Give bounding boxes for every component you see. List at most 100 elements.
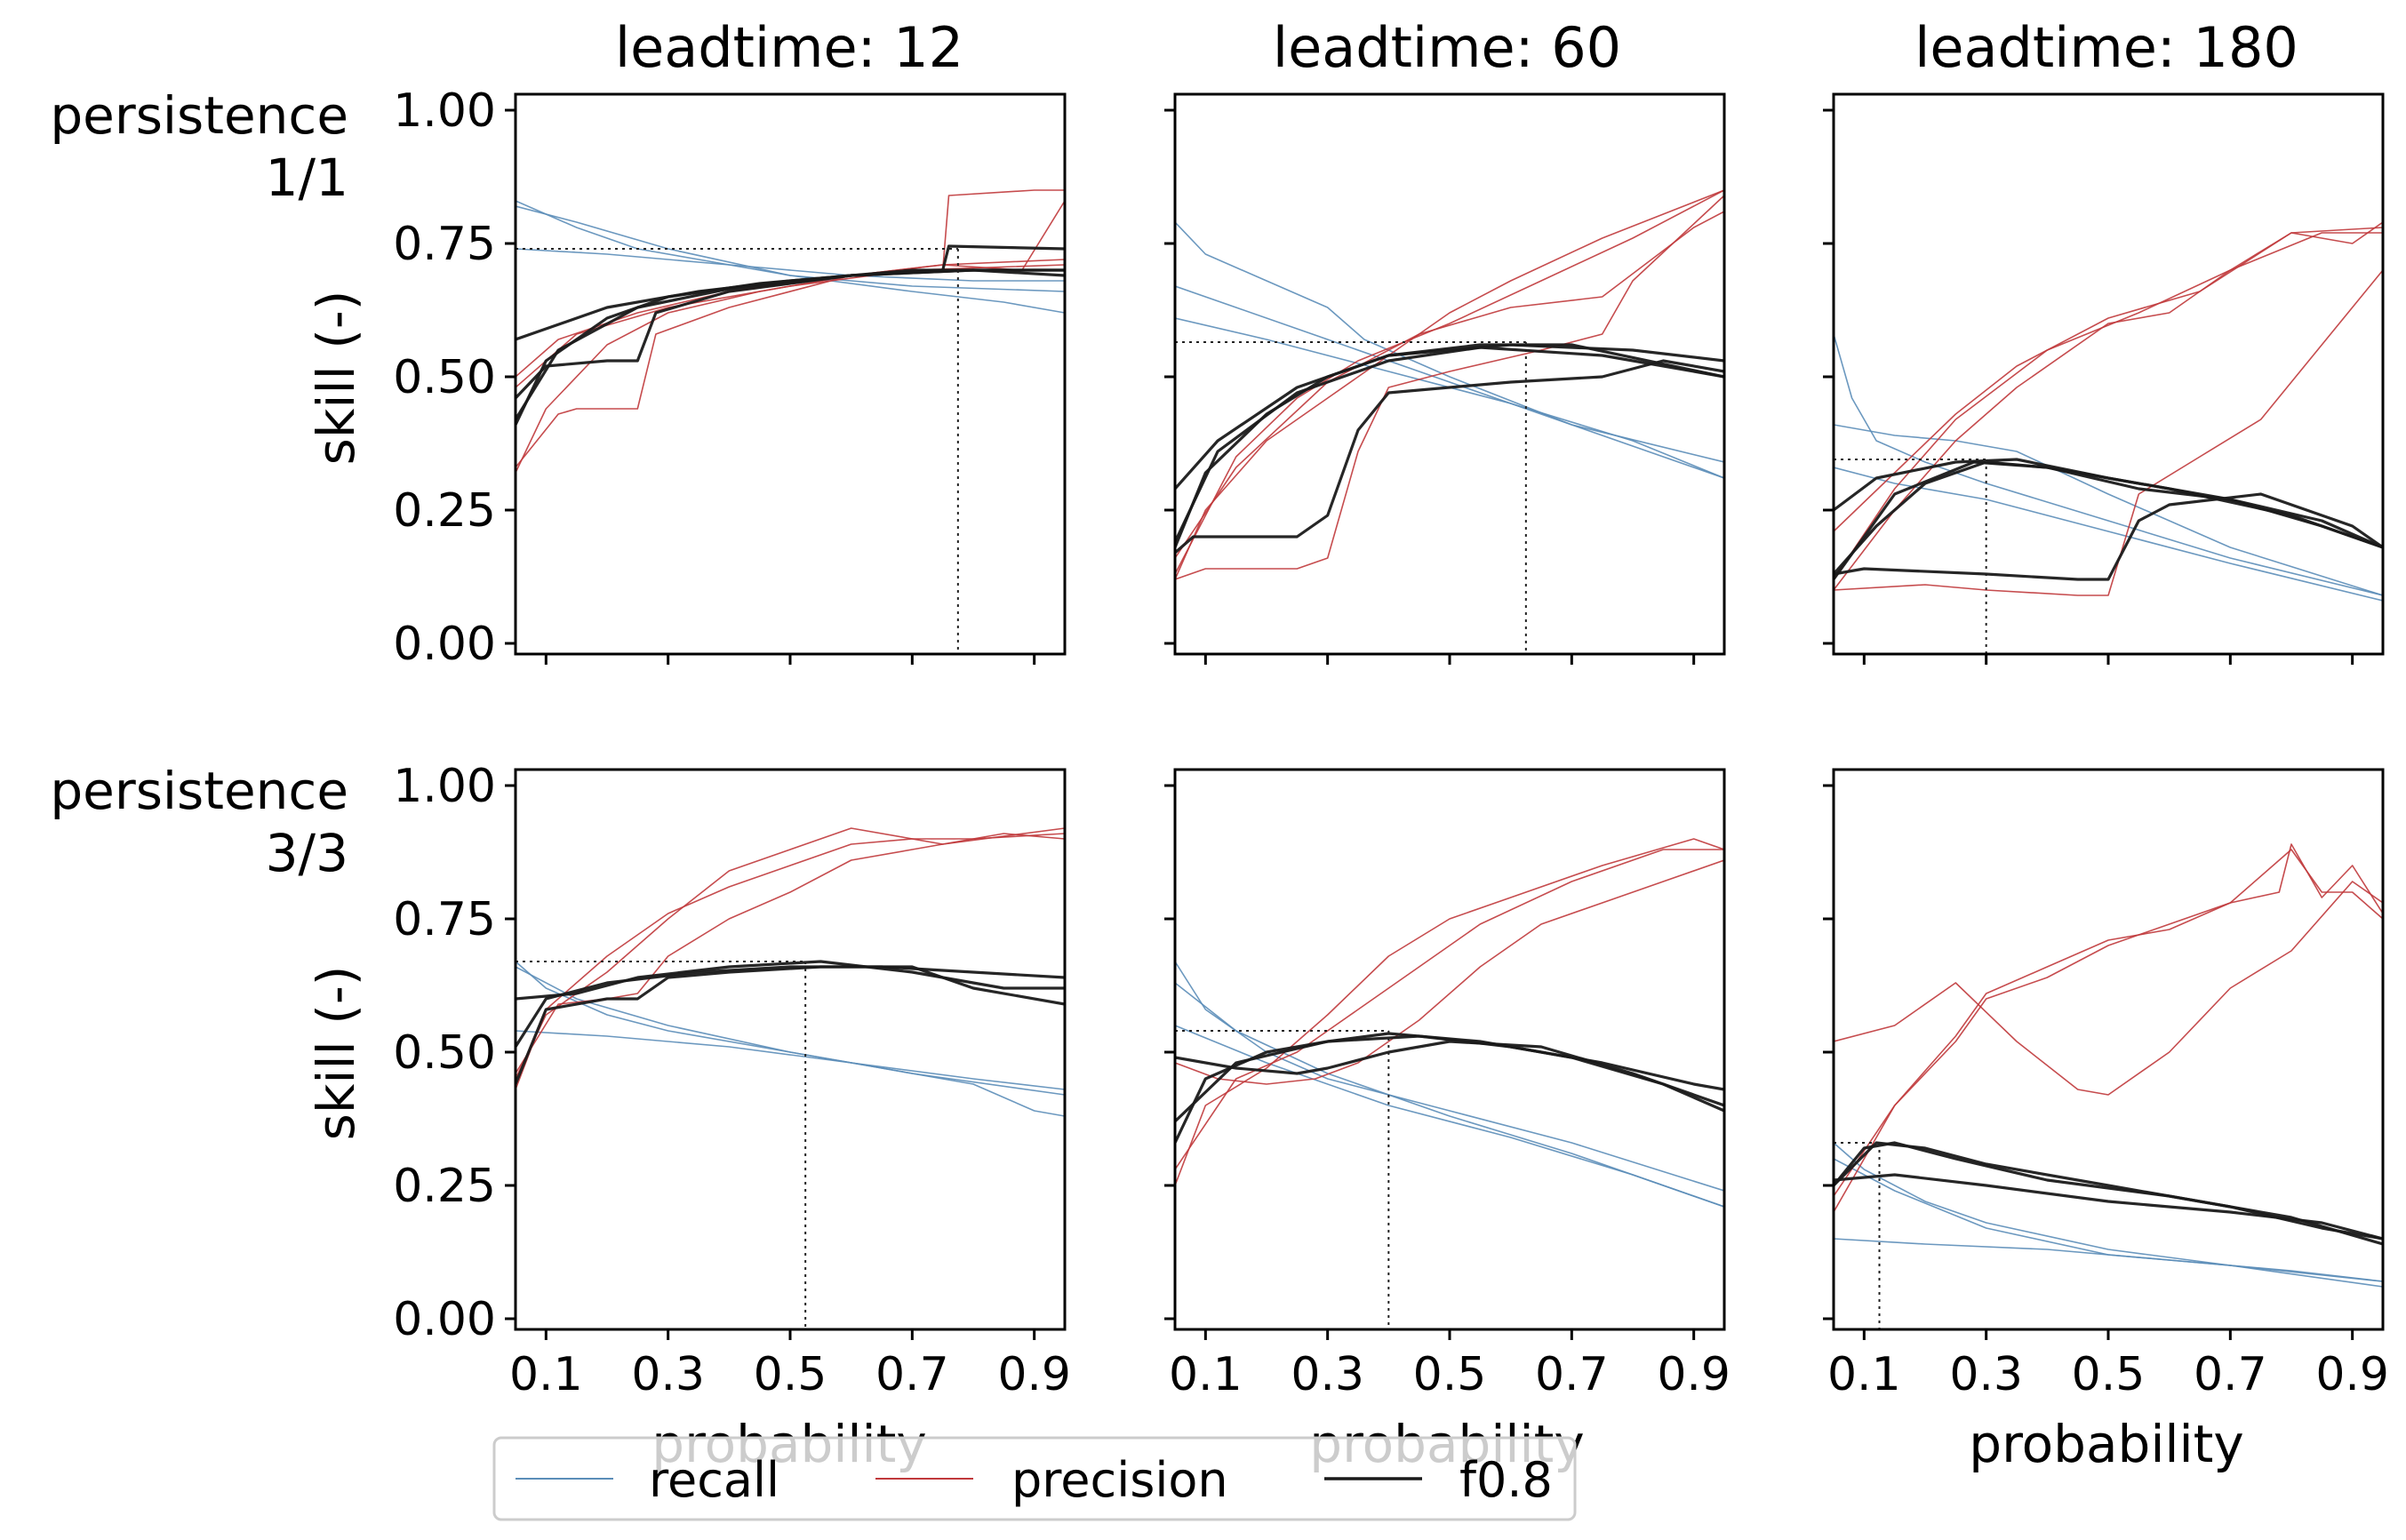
panel-r1-c3-precision-line-6 [1834, 269, 2383, 596]
panel-r1-c1-y-tick-label: 0.50 [393, 351, 496, 404]
panel-r2-c1-y-tick-label: 0.50 [393, 1026, 496, 1080]
panel-r2-c1-f0.8-line-9 [516, 965, 1065, 1086]
panel-r1-c3-recall-line-3 [1834, 467, 2383, 602]
panel-r1-c1-f0.8-line-10 [516, 244, 1065, 400]
legend-precision-label: precision [1011, 1452, 1228, 1508]
panel-r1-c1-recall-line-2 [516, 205, 1065, 314]
panel-r1-c3-precision-line-5 [1834, 227, 2383, 532]
panel-r1-c1: 0.00 0.25 0.50 0.75 1.00 [393, 84, 1067, 671]
legend-f0.8-label: f0.8 [1459, 1452, 1553, 1508]
x-axis-label-col-3: probability [1969, 1414, 2243, 1474]
panel-r2-c3-x-tick-label: 0.1 [1827, 1348, 1901, 1401]
panel-r1-c2-recall-line-3 [1175, 317, 1724, 479]
column-title-leadtime-60: leadtime: 60 [1273, 15, 1621, 80]
panel-r1-c1-recall-line-3 [516, 248, 1065, 282]
panel-r1-c3-f0.8-line-11 [1834, 460, 2383, 581]
panel-r1-c2-f0.8-line-8 [1175, 343, 1724, 549]
panel-r2-c2-x-tick-label: 0.9 [1657, 1348, 1731, 1401]
panel-r1-c2-recall-line-2 [1175, 285, 1724, 479]
panel-r1-c1-plot-area [516, 189, 1065, 654]
panel-r2-c1-frame [514, 768, 1067, 1331]
panel-r2-c3-precision-line-6 [1834, 881, 2383, 1096]
panel-r1-c2-f0.8-line-11 [1175, 346, 1724, 544]
panel-r2-c2-x-tick-label: 0.7 [1535, 1348, 1609, 1401]
panel-r2-c2-x-tick-label: 0.1 [1169, 1348, 1243, 1401]
panel-r2-c3-x-tick-label: 0.3 [1949, 1348, 2023, 1401]
panel-r1-c2-precision-line-4 [1175, 189, 1724, 580]
panel-r2-c1-y-tick-label: 0.00 [393, 1293, 496, 1346]
panel-r2-c1-precision-line-5 [516, 827, 1065, 1080]
panel-r1-c3-recall-line-2 [1834, 424, 2383, 596]
panel-r2-c3-precision-line-5 [1834, 849, 2383, 1197]
panel-r2-c1-x-tick-label: 0.9 [997, 1348, 1071, 1401]
panel-r1-c1-precision-line-5 [516, 189, 1065, 468]
legend-box [492, 1436, 1577, 1521]
panel-r2-c1-y-tick-label: 0.25 [393, 1160, 496, 1213]
panel-r1-c2-f0.8-line-10 [1175, 359, 1724, 555]
panel-r2-c1-x-tick-label: 0.1 [509, 1348, 583, 1401]
legend: recall precision f0.8 [492, 1436, 1577, 1521]
panel-r2-c3-x-tick-label: 0.7 [2194, 1348, 2267, 1401]
panel-r1-c3 [1823, 92, 2385, 665]
panel-r2-c2-f0.8-line-7 [1175, 1032, 1724, 1145]
panel-r2-c3-recall-line-1 [1834, 1142, 2383, 1288]
panel-r2-c2-precision-line-4 [1175, 838, 1724, 1186]
panel-r2-c1-f0.8-line-8 [516, 960, 1065, 1001]
panel-r1-c1-f0.8-line-9 [516, 268, 1065, 341]
panel-r2-c1-x-tick-label: 0.5 [754, 1348, 827, 1401]
panel-r2-c1-precision-line-4 [516, 833, 1065, 1090]
panel-r1-c2-f0.8-line-9 [1175, 343, 1724, 491]
panel-r1-c1-y-tick-label: 0.25 [393, 484, 496, 538]
panel-r2-c3-plot-area [1834, 843, 2383, 1329]
panel-r2-c3-f0.8-line-8 [1834, 1141, 2383, 1241]
panel-r2-c1-precision-line-6 [516, 833, 1065, 1074]
panel-r1-c3-precision-line-4 [1834, 221, 2383, 591]
row-title-1-line-2: 1/1 [266, 148, 348, 208]
panel-r2-c3-x-tick-label: 0.5 [2072, 1348, 2146, 1401]
panel-r2-c3: 0.1 0.3 0.5 0.7 0.9 [1823, 768, 2389, 1401]
panel-r2-c1-y-tick-label: 1.00 [393, 760, 496, 813]
panel-r2-c3-x-tick-label: 0.9 [2315, 1348, 2389, 1401]
panel-r1-c1-recall-line-1 [516, 200, 1065, 292]
panel-r1-c2 [1164, 92, 1726, 665]
column-title-leadtime-180: leadtime: 180 [1914, 15, 2298, 80]
panel-r1-c1-y-tick-label: 0.75 [393, 218, 496, 271]
panel-r2-c1-y-tick-label: 0.75 [393, 893, 496, 946]
y-axis-label-row-2: skill (-) [306, 966, 366, 1141]
panel-r2-c2-recall-line-1 [1175, 961, 1724, 1192]
panel-r2-c1-recall-line-3 [516, 1030, 1065, 1090]
panel-r2-c1-x-tick-label: 0.7 [875, 1348, 949, 1401]
panel-r1-c2-plot-area [1175, 189, 1724, 654]
panel-r1-c1-f0.8-line-11 [516, 268, 1065, 421]
panel-r2-c3-f0.8-line-7 [1834, 1141, 2383, 1246]
panel-r2-c3-frame [1832, 768, 2385, 1331]
panel-r2-c1: 0.00 0.25 0.50 0.75 1.00 0.1 0.3 0.5 0.7 0.9 [393, 760, 1071, 1401]
panel-r2-c2-recall-line-2 [1175, 982, 1724, 1208]
row-title-2-line-2: 3/3 [266, 823, 348, 883]
panel-r2-c2-plot-area [1175, 838, 1724, 1329]
row-title-2-line-1: persistence [50, 761, 348, 821]
panel-r1-c3-f0.8-line-9 [1834, 458, 2383, 549]
panel-r1-c1-f0.8-line-8 [516, 268, 1065, 427]
panel-r1-c3-f0.8-line-10 [1834, 492, 2383, 581]
panel-r1-c1-frame [514, 92, 1067, 656]
panel-r1-c3-plot-area [1834, 221, 2383, 654]
panel-r2-c3-f0.8-line-9 [1834, 1173, 2383, 1241]
panel-r2-c2: 0.1 0.3 0.5 0.7 0.9 [1164, 768, 1731, 1401]
panel-r2-c3-recall-line-3 [1834, 1238, 2383, 1282]
panel-r2-c3-precision-line-4 [1834, 843, 2383, 1213]
column-title-leadtime-12: leadtime: 12 [615, 15, 963, 80]
panel-r1-c3-precision-line-7 [1834, 232, 2383, 580]
y-axis-label-row-1: skill (-) [306, 291, 366, 466]
panels: 0.00 0.25 0.50 0.75 1.00 0.00 0.25 0.50 0.75 1.00… [393, 84, 2389, 1401]
panel-r2-c2-recall-line-3 [1175, 1025, 1724, 1208]
legend-recall-label: recall [649, 1452, 779, 1508]
panel-r1-c1-y-tick-label: 0.00 [393, 618, 496, 671]
panel-r1-c2-recall-line-1 [1175, 221, 1724, 463]
panel-r2-c2-precision-line-6 [1175, 859, 1724, 1085]
panel-r2-c2-x-tick-label: 0.5 [1413, 1348, 1487, 1401]
panel-r2-c1-x-tick-label: 0.3 [631, 1348, 705, 1401]
panel-r1-c2-precision-line-6 [1175, 195, 1724, 580]
panel-r1-c2-precision-line-7 [1175, 211, 1724, 559]
